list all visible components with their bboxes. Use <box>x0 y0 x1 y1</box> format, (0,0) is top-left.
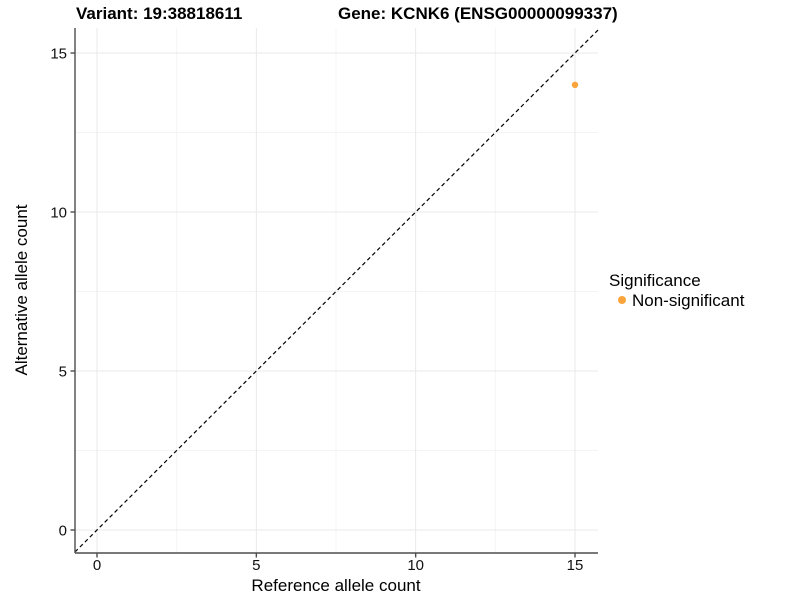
x-tick-label: 0 <box>93 557 101 574</box>
x-tick-label: 5 <box>252 557 260 574</box>
x-axis-label: Reference allele count <box>251 576 421 595</box>
y-tick-label: 15 <box>50 46 67 63</box>
y-tick-label: 5 <box>59 364 67 381</box>
y-tick-label: 0 <box>59 523 67 540</box>
legend-title: Significance <box>609 271 701 290</box>
x-tick-label: 15 <box>567 557 584 574</box>
variant-title: Variant: 19:38818611 <box>76 4 243 23</box>
y-tick-label: 10 <box>50 205 67 222</box>
x-tick-label: 10 <box>407 557 424 574</box>
legend-item-label: Non-significant <box>632 291 745 310</box>
gene-title: Gene: KCNK6 (ENSG00000099337) <box>338 4 618 23</box>
data-point <box>571 81 579 89</box>
legend-point-icon <box>618 296 626 304</box>
y-axis-label: Alternative allele count <box>12 204 31 376</box>
